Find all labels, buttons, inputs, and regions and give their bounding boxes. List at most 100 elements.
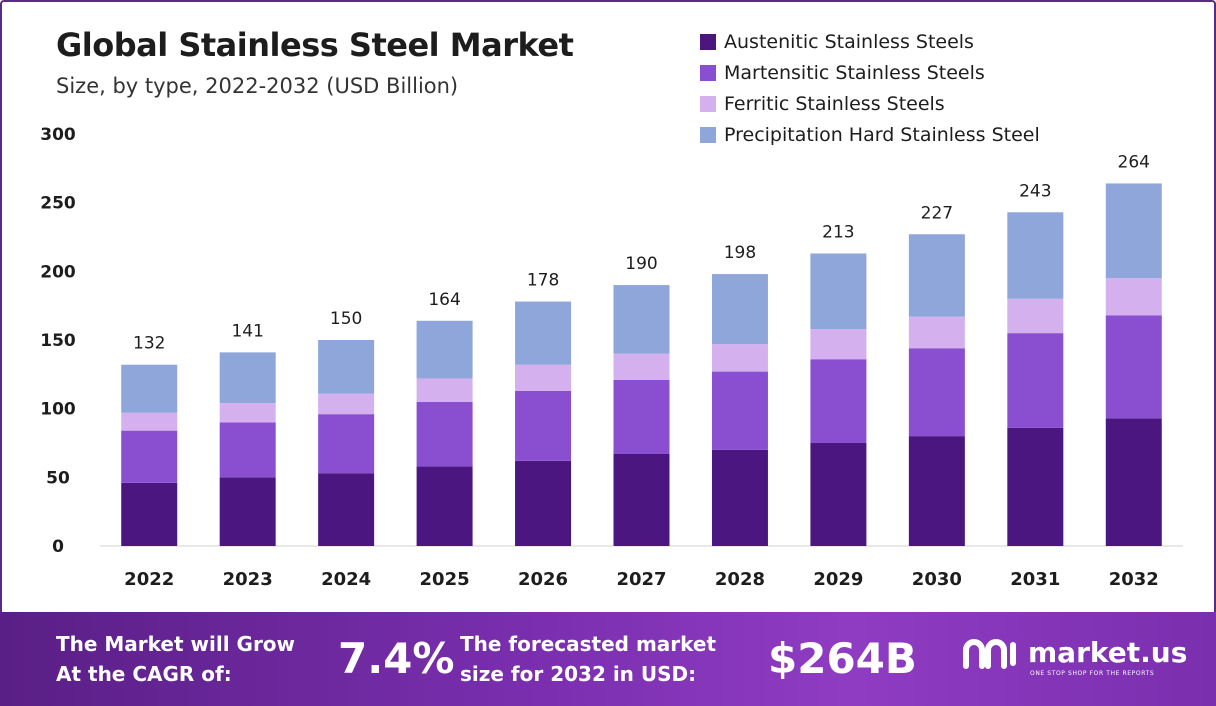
x-tick-label: 2023 <box>223 569 273 590</box>
bar-segment-precipitation <box>1007 212 1064 299</box>
bar-total-label: 164 <box>428 290 460 310</box>
legend-swatch-ferritic <box>700 95 716 112</box>
bar-segment-martensitic <box>810 359 867 443</box>
bar-segment-ferritic <box>121 412 178 431</box>
x-tick-label: 2030 <box>912 569 962 590</box>
market-us-logo-icon <box>963 639 1016 669</box>
legend-item-martensitic: Martensitic Stainless Steels <box>700 57 1040 88</box>
bar-total-label: 178 <box>527 271 559 291</box>
x-tick-label: 2022 <box>124 569 174 590</box>
legend-swatch-martensitic <box>700 64 716 81</box>
bar-segment-martensitic <box>515 390 572 461</box>
legend-label-ferritic: Ferritic Stainless Steels <box>724 92 945 115</box>
bar-total-label: 227 <box>921 203 953 223</box>
forecast-label-line2: size for 2032 in USD: <box>460 662 697 686</box>
legend-item-ferritic: Ferritic Stainless Steels <box>700 88 1040 119</box>
bar-segment-martensitic <box>416 401 473 467</box>
bar-segment-ferritic <box>219 403 276 423</box>
bar-segment-ferritic <box>1007 298 1064 334</box>
stacked-bar-chart: 0 50 100 150 200 250 300 132 2022 141 2023 150 2024 1… <box>40 125 1183 590</box>
x-tick-label: 2031 <box>1010 569 1060 590</box>
legend: Austenitic Stainless Steels Martensitic … <box>700 26 1040 150</box>
bar-segment-austenitic <box>515 460 572 546</box>
x-tick-label: 2028 <box>715 569 765 590</box>
bar-total-label: 150 <box>330 309 362 329</box>
bar-segment-martensitic <box>219 422 276 478</box>
y-tick-label: 250 <box>40 194 76 214</box>
bar-segment-ferritic <box>1105 278 1162 316</box>
bar-total-label: 243 <box>1019 181 1051 201</box>
cagr-label: The Market will Grow At the CAGR of: <box>56 629 295 689</box>
bar-segment-ferritic <box>908 316 965 349</box>
legend-label-precipitation: Precipitation Hard Stainless Steel <box>724 123 1040 146</box>
bar-segment-ferritic <box>613 353 670 380</box>
x-tick-label: 2029 <box>813 569 863 590</box>
chart-subtitle: Size, by type, 2022-2032 (USD Billion) <box>56 74 459 98</box>
bar-segment-austenitic <box>1007 427 1064 546</box>
forecast-label-line1: The forecasted market <box>460 632 717 656</box>
bar-segment-austenitic <box>318 473 375 546</box>
bar-total-label: 213 <box>822 222 854 242</box>
forecast-label: The forecasted market size for 2032 in U… <box>460 629 716 689</box>
bar-segment-precipitation <box>219 352 276 404</box>
bar-segment-martensitic <box>908 348 965 437</box>
brand-tagline: ONE STOP SHOP FOR THE REPORTS <box>1030 670 1155 677</box>
y-tick-label: 0 <box>52 537 64 557</box>
bar-segment-austenitic <box>613 453 670 546</box>
bar-segment-ferritic <box>711 344 768 372</box>
footer-banner: The Market will Grow At the CAGR of: 7.4… <box>0 612 1216 706</box>
bar-segment-martensitic <box>613 379 670 454</box>
x-tick-label: 2032 <box>1109 569 1159 590</box>
bar-segment-austenitic <box>416 466 473 546</box>
bar-segment-martensitic <box>121 430 178 483</box>
y-tick-label: 50 <box>46 468 70 488</box>
bar-segment-precipitation <box>515 301 572 365</box>
x-tick-label: 2025 <box>420 569 470 590</box>
bar-segment-austenitic <box>1105 418 1162 546</box>
bar-segment-austenitic <box>810 443 867 546</box>
bar-segment-precipitation <box>711 274 768 345</box>
y-tick-label: 150 <box>40 331 76 351</box>
bar-segment-martensitic <box>1007 333 1064 428</box>
x-tick-label: 2026 <box>518 569 568 590</box>
bar-segment-martensitic <box>1105 315 1162 419</box>
cagr-label-line1: The Market will Grow <box>56 632 296 656</box>
legend-item-austenitic: Austenitic Stainless Steels <box>700 26 1040 57</box>
legend-label-martensitic: Martensitic Stainless Steels <box>724 61 985 84</box>
legend-swatch-precipitation <box>700 126 716 143</box>
bar-segment-martensitic <box>318 414 375 474</box>
bar-total-label: 141 <box>231 321 263 341</box>
legend-swatch-austenitic <box>700 33 716 50</box>
legend-item-precipitation: Precipitation Hard Stainless Steel <box>700 119 1040 150</box>
bar-segment-precipitation <box>416 320 473 379</box>
x-tick-label: 2024 <box>321 569 371 590</box>
bar-segment-precipitation <box>908 234 965 317</box>
y-tick-label: 100 <box>40 400 76 420</box>
bar-total-label: 198 <box>724 243 756 263</box>
bar-total-label: 132 <box>133 334 165 354</box>
forecast-value: $264B <box>768 634 917 683</box>
brand-name: market.us <box>1028 636 1188 669</box>
legend-label-austenitic: Austenitic Stainless Steels <box>724 30 974 53</box>
bar-segment-martensitic <box>711 371 768 450</box>
cagr-value: 7.4% <box>338 634 455 683</box>
bar-segment-austenitic <box>219 477 276 546</box>
bar-segment-austenitic <box>711 449 768 546</box>
bar-segment-austenitic <box>121 482 178 546</box>
bar-total-label: 264 <box>1118 152 1150 172</box>
x-tick-label: 2027 <box>616 569 666 590</box>
y-tick-label: 300 <box>40 125 76 145</box>
brand-logo: market.us <box>962 636 1187 670</box>
chart-title: Global Stainless Steel Market <box>56 26 574 64</box>
bar-segment-precipitation <box>121 364 178 413</box>
bar-segment-ferritic <box>416 378 473 402</box>
bar-segment-austenitic <box>908 436 965 546</box>
bar-segment-precipitation <box>613 285 670 354</box>
y-tick-label: 200 <box>40 262 76 282</box>
bar-segment-ferritic <box>810 329 867 360</box>
bar-segment-precipitation <box>1105 183 1162 279</box>
bar-segment-ferritic <box>318 393 375 415</box>
bar-total-label: 190 <box>625 254 657 274</box>
bar-segment-precipitation <box>810 253 867 330</box>
bar-segment-ferritic <box>515 364 572 391</box>
